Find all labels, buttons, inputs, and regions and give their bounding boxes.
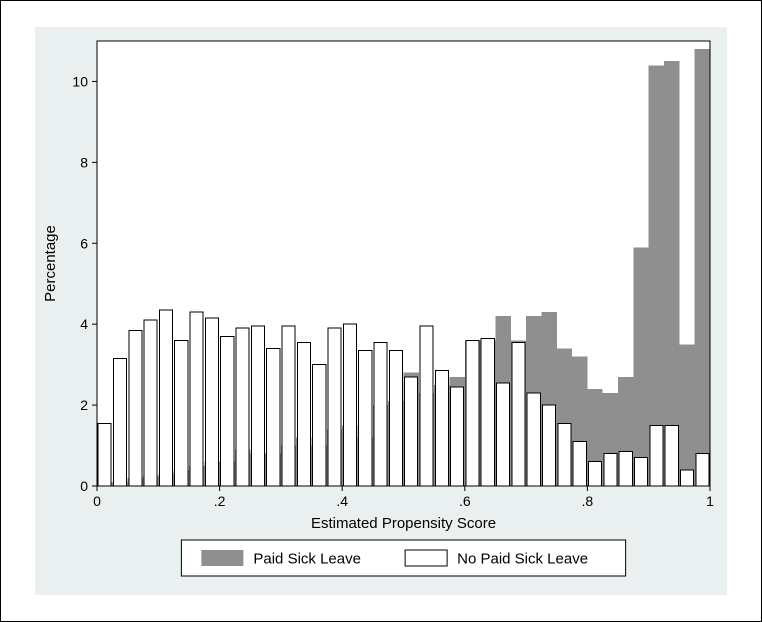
bar-unpaid — [512, 342, 525, 486]
bar-unpaid — [221, 336, 234, 486]
bar-unpaid — [389, 350, 402, 486]
bar-unpaid — [205, 318, 218, 486]
x-tick-label: 0 — [93, 493, 101, 509]
y-tick-label: 2 — [80, 397, 88, 413]
bar-unpaid — [175, 340, 188, 486]
bar-unpaid — [680, 470, 693, 486]
bar-unpaid — [527, 393, 540, 486]
bar-paid — [664, 61, 679, 486]
bar-unpaid — [343, 324, 356, 486]
bar-unpaid — [236, 328, 249, 486]
x-axis-label: Estimated Propensity Score — [311, 515, 496, 532]
bar-unpaid — [359, 350, 372, 486]
bar-paid — [679, 344, 694, 486]
bar-unpaid — [98, 423, 111, 486]
x-tick-label: .4 — [336, 493, 348, 509]
bar-unpaid — [190, 312, 203, 486]
x-tick-label: .8 — [582, 493, 594, 509]
x-tick-label: .2 — [214, 493, 226, 509]
bar-unpaid — [405, 377, 418, 486]
bar-unpaid — [313, 365, 326, 486]
x-tick-label: 1 — [706, 493, 714, 509]
bar-unpaid — [435, 371, 448, 486]
bar-unpaid — [696, 454, 709, 486]
bar-paid — [633, 247, 648, 486]
bar-unpaid — [604, 454, 617, 486]
bar-unpaid — [144, 320, 157, 486]
bar-unpaid — [634, 458, 647, 486]
bar-unpaid — [558, 423, 571, 486]
bar-unpaid — [466, 340, 479, 486]
bar-paid — [649, 65, 664, 486]
bar-unpaid — [481, 338, 494, 486]
bar-unpaid — [420, 326, 433, 486]
legend-label: No Paid Sick Leave — [457, 550, 588, 567]
bar-unpaid — [374, 342, 387, 486]
legend-swatch — [201, 550, 243, 566]
bar-unpaid — [297, 342, 310, 486]
bar-unpaid — [497, 383, 510, 486]
y-tick-label: 6 — [80, 235, 88, 251]
bar-unpaid — [619, 452, 632, 486]
y-tick-label: 8 — [80, 154, 88, 170]
bar-unpaid — [573, 442, 586, 487]
y-tick-label: 10 — [72, 73, 88, 89]
propensity-histogram: 0 .2 .4 .6 .8 1 Estimated Propensity Score 0 2 4 6… — [35, 27, 728, 596]
bar-paid — [695, 49, 710, 486]
bar-unpaid — [282, 326, 295, 486]
bar-unpaid — [665, 425, 678, 486]
bar-unpaid — [650, 425, 663, 486]
legend-label: Paid Sick Leave — [253, 550, 361, 567]
x-tick-label: .6 — [459, 493, 471, 509]
bar-unpaid — [451, 387, 464, 486]
bar-unpaid — [328, 328, 341, 486]
plot-background: 0 .2 .4 .6 .8 1 Estimated Propensity Score 0 2 4 6… — [35, 27, 727, 595]
bar-unpaid — [267, 348, 280, 486]
bar-unpaid — [159, 310, 172, 486]
bar-unpaid — [129, 330, 142, 486]
figure-frame: 0 .2 .4 .6 .8 1 Estimated Propensity Score 0 2 4 6… — [0, 0, 762, 622]
bar-unpaid — [251, 326, 264, 486]
legend-swatch — [405, 550, 447, 566]
bar-unpaid — [113, 359, 126, 486]
y-tick-label: 0 — [80, 478, 88, 494]
y-axis-label: Percentage — [42, 225, 59, 302]
bar-unpaid — [589, 462, 602, 486]
bar-unpaid — [543, 405, 556, 486]
y-tick-label: 4 — [80, 316, 88, 332]
